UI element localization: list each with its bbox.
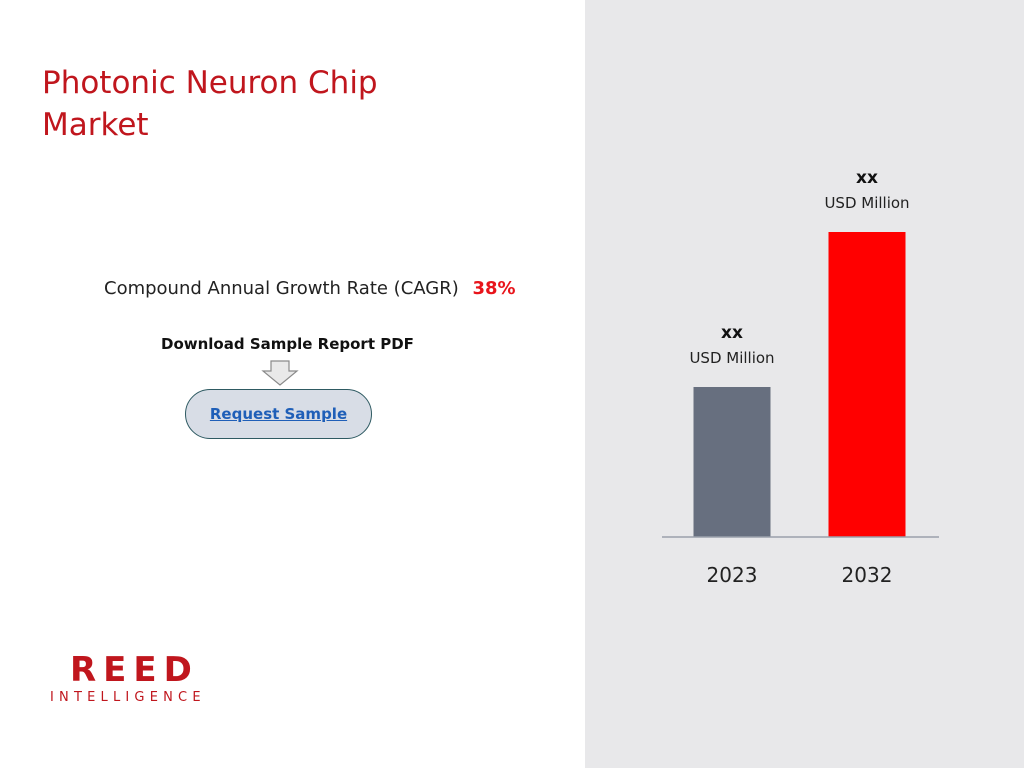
bar-2023 [693,387,771,537]
page-title: Photonic Neuron Chip Market [42,65,378,143]
x-tick-label-2032: 2032 [842,563,893,587]
down-arrow-icon [261,360,299,386]
chart-panel [585,0,1024,768]
cagr-value: 38% [472,278,516,299]
left-panel [0,0,585,768]
x-tick-label-2023: 2023 [707,563,758,587]
bar-unit-label-2023: USD Million [689,349,774,367]
download-sample-label: Download Sample Report PDF [161,335,414,353]
reed-intelligence-logo: REED INTELLIGENCE [50,652,206,705]
bar-value-label-2032: xx [856,168,878,188]
request-sample-link[interactable]: Request Sample [209,405,348,423]
cagr-line: Compound Annual Growth Rate (CAGR) 38% [104,278,516,299]
cagr-label: Compound Annual Growth Rate (CAGR) [104,278,459,299]
bar-2032 [828,232,906,537]
bar-value-label-2023: xx [721,323,743,343]
market-size-bar-chart: xx USD Million 2023 xx USD Million 2032 [662,168,939,587]
bar-unit-label-2032: USD Million [824,194,909,212]
logo-intelligence-text: INTELLIGENCE [50,690,206,705]
request-sample-button[interactable]: Request Sample [185,389,372,439]
logo-reed-text: REED [70,650,199,690]
